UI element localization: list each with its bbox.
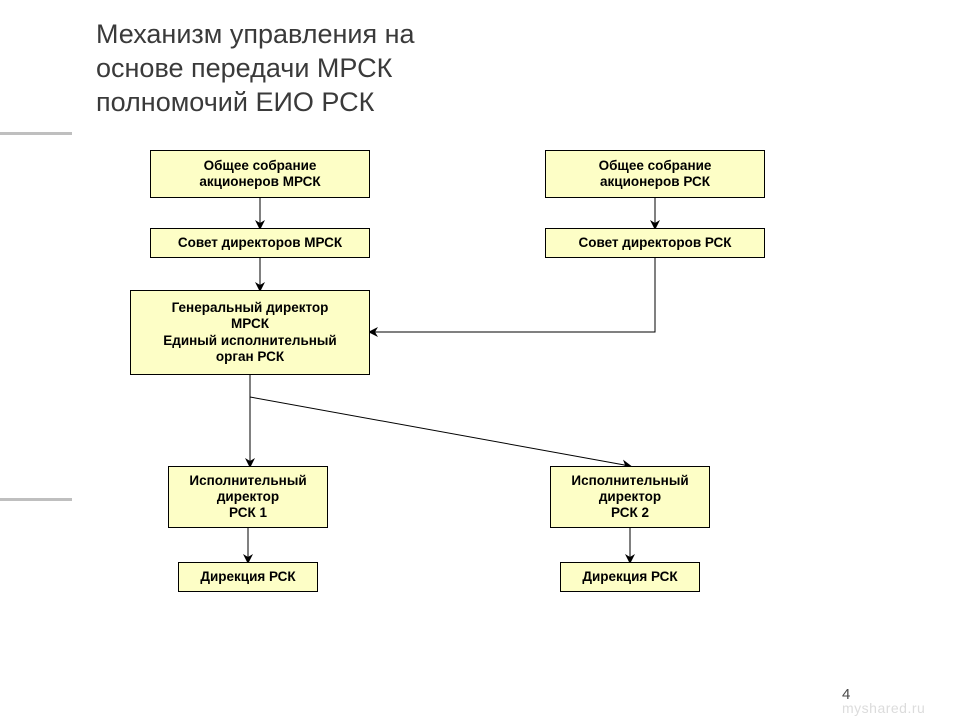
watermark: myshared.ru [842,700,925,716]
node-direction-rsk1: Дирекция РСК [178,562,318,592]
node-board-mrsk: Совет директоров МРСК [150,228,370,258]
node-assembly-rsk: Общее собрание акционеров РСК [545,150,765,198]
node-gendir-mrsk: Генеральный директор МРСК Единый исполни… [130,290,370,375]
sidebar-rule-bottom [0,498,72,501]
sidebar-rule-top [0,132,72,135]
page-number: 4 [842,686,850,703]
node-board-rsk: Совет директоров РСК [545,228,765,258]
node-assembly-mrsk: Общее собрание акционеров МРСК [150,150,370,198]
slide-title: Механизм управления на основе передачи М… [96,18,415,119]
node-direction-rsk2: Дирекция РСК [560,562,700,592]
node-exec-dir-rsk2: Исполнительный директор РСК 2 [550,466,710,528]
slide-stage: { "meta": { "canvas": { "width": 960, "h… [0,0,960,720]
node-exec-dir-rsk1: Исполнительный директор РСК 1 [168,466,328,528]
